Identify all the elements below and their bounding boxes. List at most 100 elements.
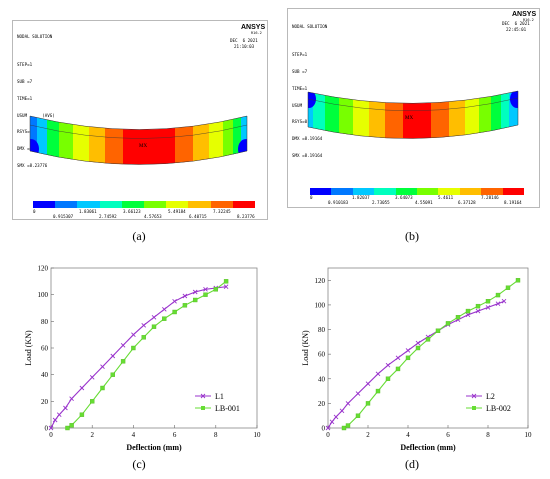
legend-value: 0.910183	[328, 200, 349, 205]
data-point	[172, 299, 177, 304]
data-point	[515, 278, 521, 283]
svg-text:MX: MX	[139, 144, 147, 149]
data-point	[52, 417, 58, 423]
data-point	[100, 385, 105, 391]
x-tick-label: 4	[406, 431, 410, 439]
data-point	[415, 340, 421, 346]
data-point	[485, 299, 491, 304]
legend-marker	[201, 406, 205, 410]
data-point	[395, 355, 401, 361]
data-point	[405, 355, 411, 361]
legend: L1 LB-001	[195, 392, 240, 413]
header-line: RSYS=0	[17, 129, 33, 135]
data-point	[213, 287, 219, 292]
ansys-version: R16.2	[523, 18, 534, 22]
ansys-panel-a: NODAL SOLUTION STEP=1 SUB =7 TIME=1 USUM…	[12, 20, 268, 220]
legend-value: 0.915307	[53, 214, 74, 219]
x-tick-label: 10	[525, 431, 533, 439]
data-point	[355, 391, 361, 396]
legend-label: L1	[215, 392, 224, 401]
data-point	[79, 412, 85, 417]
x-axis-label: Deflection (mm)	[126, 443, 182, 452]
legend-value: 2.74592	[99, 214, 117, 219]
header-line: NODAL SOLUTION	[292, 24, 328, 30]
legend-value: 1.83061	[79, 209, 97, 214]
y-tick-label: 80	[41, 318, 49, 326]
data-point	[465, 312, 471, 318]
legend-value: 5.4611	[438, 195, 454, 200]
y-tick-label: 0	[322, 425, 326, 433]
x-axis-label: Deflection (mm)	[400, 443, 456, 452]
time-label: 21:10:03	[234, 44, 255, 49]
panel-label-b: (b)	[405, 229, 419, 243]
legend-value: 7.32245	[213, 209, 231, 214]
legend-label: LB-001	[215, 404, 240, 413]
svg-text:MX: MX	[405, 116, 413, 121]
header-block-b: NODAL SOLUTION STEP=1 SUB =7 TIME=1 USUM…	[292, 13, 330, 170]
panel-label-d: (d)	[405, 457, 419, 471]
y-tick-label: 100	[315, 301, 326, 309]
data-point	[395, 366, 401, 372]
data-point	[65, 425, 70, 431]
legend-value: 8.19164	[504, 200, 522, 205]
legend-value: 6.40715	[189, 214, 207, 219]
data-point	[182, 293, 188, 299]
data-point	[475, 303, 481, 309]
x-tick-label: 0	[49, 431, 53, 439]
legend-value: 6.37128	[458, 200, 476, 205]
beam-contour-a: MX	[29, 115, 248, 165]
data-point	[192, 297, 198, 303]
header-line: TIME=1	[292, 85, 308, 91]
data-point	[69, 396, 74, 401]
data-point	[495, 292, 501, 298]
x-tick-label: 8	[486, 431, 490, 439]
data-point	[110, 372, 116, 377]
data-point	[325, 425, 331, 431]
data-point	[485, 305, 491, 310]
contour-legend-b	[310, 188, 525, 195]
data-point	[100, 364, 105, 369]
legend-label: L2	[486, 392, 495, 401]
y-tick-label: 120	[38, 265, 49, 273]
series-line-lb-001	[67, 280, 227, 429]
header-line: SMX =8.19164	[292, 152, 323, 158]
legend: L2 LB-002	[466, 392, 511, 413]
data-point	[131, 345, 136, 351]
x-tick-label: 2	[366, 431, 370, 439]
data-point	[505, 285, 511, 290]
data-point	[182, 303, 188, 308]
time-label: 22:45:01	[506, 27, 527, 32]
beam-contour-b: MX	[307, 90, 519, 139]
header-line: SUB =7	[292, 68, 308, 74]
panel-label-c: (c)	[132, 457, 146, 471]
legend-value: 7.28146	[481, 195, 499, 200]
data-point	[425, 337, 431, 342]
data-point	[385, 362, 391, 368]
data-point	[329, 419, 335, 425]
data-point	[445, 321, 451, 326]
header-line: SMX =8.23776	[17, 162, 48, 168]
legend-marker	[471, 393, 477, 399]
data-point	[141, 323, 147, 328]
data-point	[69, 423, 74, 428]
data-point	[172, 309, 177, 315]
data-point	[475, 308, 481, 314]
data-point	[141, 335, 146, 340]
data-point	[495, 301, 501, 307]
data-point	[110, 353, 116, 359]
data-point	[365, 401, 371, 406]
y-tick-label: 60	[318, 351, 326, 359]
data-point	[455, 315, 461, 320]
data-point	[375, 388, 381, 394]
data-point	[385, 376, 391, 381]
x-tick-label: 6	[173, 431, 177, 439]
legend-value: 0	[33, 209, 36, 214]
header-line: NODAL SOLUTION	[17, 34, 53, 40]
legend-value: 4.55091	[415, 200, 433, 205]
data-point	[79, 385, 85, 391]
ansys-panel-b: NODAL SOLUTION STEP=1 SUB =7 TIME=1 USUM…	[287, 8, 540, 208]
data-point	[56, 412, 62, 417]
y-tick-label: 100	[38, 291, 49, 299]
date-label: DEC 6 2021	[230, 38, 258, 43]
